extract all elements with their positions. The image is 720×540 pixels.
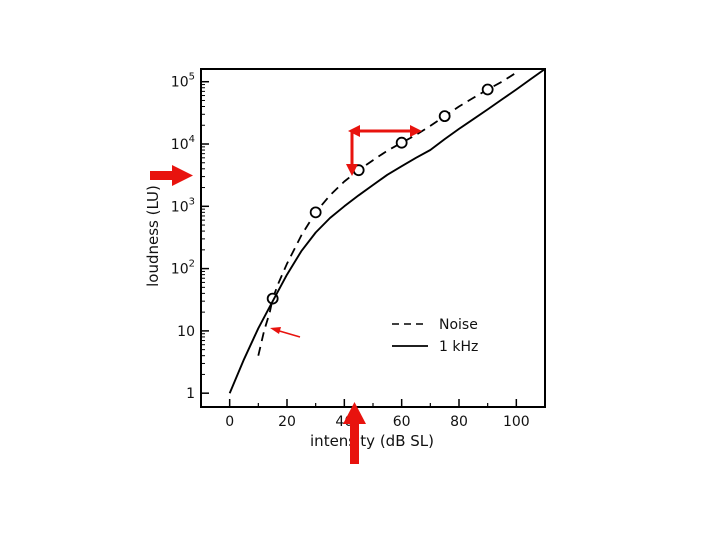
x-axis-label: intensity (dB SL) bbox=[310, 432, 434, 450]
x-tick-label: 60 bbox=[393, 414, 411, 430]
legend-label-noise: Noise bbox=[439, 317, 478, 333]
y-tick-label: 1 bbox=[186, 386, 195, 402]
y-ticks: 1 10 102 103 104 105 bbox=[171, 72, 209, 402]
y-tick-label: 102 bbox=[171, 259, 195, 278]
vertical-arrow bbox=[346, 131, 358, 176]
data-point-noise bbox=[395, 136, 408, 149]
x-tick-label: 100 bbox=[503, 414, 530, 430]
y-tick-label: 104 bbox=[171, 134, 195, 153]
y-tick-label: 10 bbox=[177, 324, 195, 340]
plot-frame bbox=[200, 68, 546, 408]
y-axis-label: loudness (LU) bbox=[144, 185, 162, 287]
data-point-noise bbox=[438, 110, 451, 123]
double-horizontal-arrow bbox=[348, 125, 422, 137]
up-arrow bbox=[343, 402, 366, 464]
small-pointer-arrow bbox=[270, 327, 301, 338]
data-point-noise bbox=[481, 83, 494, 96]
y-tick-label: 103 bbox=[171, 196, 195, 215]
x-tick-label: 80 bbox=[450, 414, 468, 430]
x-tick-label: 0 bbox=[225, 414, 234, 430]
y-tick-label: 105 bbox=[171, 72, 195, 91]
left-arrow bbox=[150, 165, 193, 186]
legend-label-1khz: 1 kHz bbox=[439, 339, 478, 355]
series-line-1khz bbox=[228, 69, 545, 394]
series-layer bbox=[228, 69, 545, 394]
series-line-noise bbox=[257, 71, 517, 356]
x-tick-label: 20 bbox=[278, 414, 296, 430]
x-ticks: 020406080100 bbox=[200, 399, 546, 430]
legend: Noise 1 kHz bbox=[392, 317, 478, 355]
data-point-noise bbox=[309, 206, 322, 219]
annotation-arrows bbox=[150, 125, 422, 464]
